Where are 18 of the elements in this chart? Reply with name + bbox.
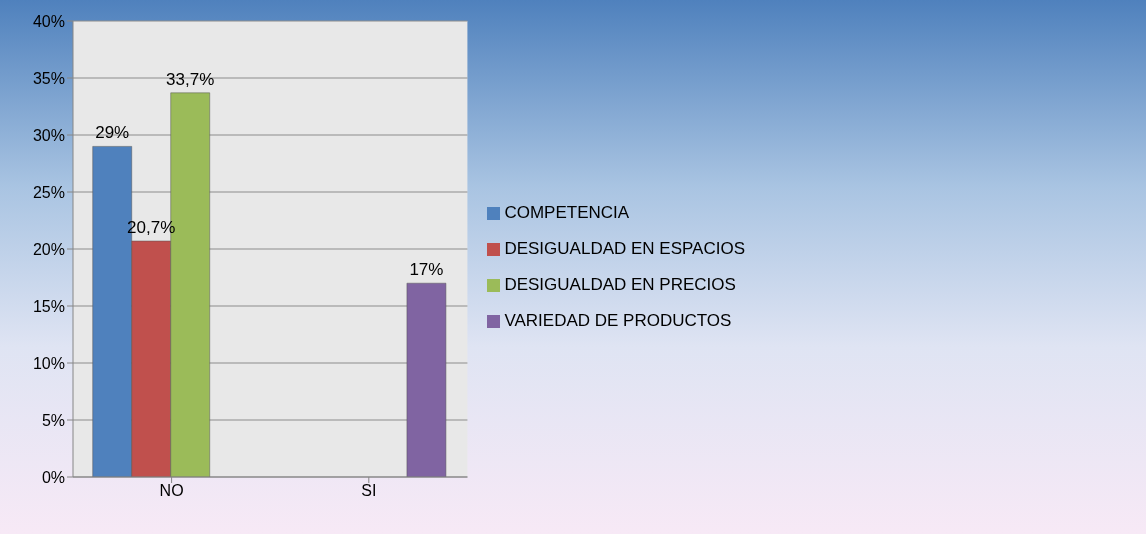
y-tick-label: 0%	[41, 468, 65, 486]
y-tick-label: 5%	[41, 411, 65, 429]
x-tick-label: NO	[159, 482, 184, 500]
legend-label: DESIGUALDAD EN ESPACIOS	[504, 239, 745, 258]
y-tick-label: 25%	[32, 183, 65, 201]
data-label: 17%	[409, 260, 444, 280]
x-tick-label: SI	[361, 482, 377, 500]
legend-label: DESIGUALDAD EN PRECIOS	[504, 275, 736, 294]
y-tick-label: 35%	[32, 69, 65, 87]
legend-label: VARIEDAD DE PRODUCTOS	[504, 311, 732, 330]
data-label: 33,7%	[166, 69, 215, 89]
y-tick-label: 30%	[32, 126, 65, 144]
y-tick-label: 20%	[32, 240, 65, 258]
y-tick-label: 40%	[32, 12, 65, 30]
data-label: 29%	[95, 123, 130, 143]
y-tick-label: 10%	[32, 354, 65, 372]
y-tick-label: 15%	[32, 297, 65, 315]
legend-label: COMPETENCIA	[504, 203, 630, 222]
